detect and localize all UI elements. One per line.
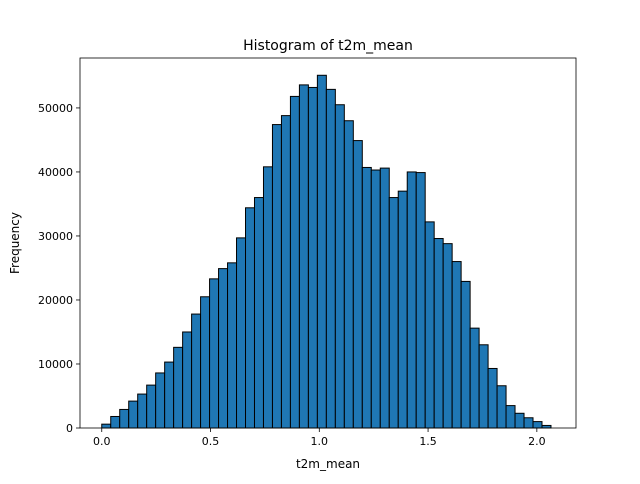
histogram-bar bbox=[424, 221, 435, 429]
histogram-bar bbox=[442, 243, 453, 429]
y-tick-label: 10000 bbox=[38, 358, 73, 371]
histogram-bar bbox=[209, 278, 220, 429]
histogram-bar bbox=[352, 140, 363, 429]
histogram-bar bbox=[487, 367, 498, 429]
histogram-bar bbox=[119, 408, 130, 429]
x-ticks-group: 0.0 0.5 1.0 1.5 2.0 bbox=[93, 428, 546, 448]
histogram-bar bbox=[289, 95, 300, 429]
plot-frame bbox=[79, 57, 577, 429]
chart-title: Histogram of t2m_mean bbox=[243, 38, 413, 54]
y-tick-label: 0 bbox=[66, 422, 73, 435]
y-tick-label: 30000 bbox=[38, 230, 73, 243]
histogram-bar bbox=[379, 167, 390, 429]
histogram-bar bbox=[155, 372, 166, 429]
y-tick-label: 50000 bbox=[38, 102, 73, 115]
histogram-bar bbox=[173, 346, 184, 429]
histogram-bar bbox=[218, 268, 229, 429]
histogram-bar bbox=[505, 405, 516, 429]
histogram-bar bbox=[182, 331, 193, 429]
histogram-bar bbox=[280, 115, 291, 429]
histogram-bar bbox=[236, 237, 247, 429]
histogram-bar bbox=[397, 190, 408, 429]
histogram-bar bbox=[262, 166, 273, 429]
y-ticks-group: 0 10000 20000 30000 40000 50000 bbox=[38, 102, 80, 435]
histogram-bar bbox=[478, 344, 489, 429]
histogram-bar bbox=[137, 393, 148, 429]
y-axis-label: Frequency bbox=[8, 212, 22, 274]
histogram-bar bbox=[101, 423, 112, 429]
histogram-bar bbox=[433, 238, 444, 429]
histogram-bar bbox=[514, 412, 525, 429]
histogram-bar bbox=[227, 262, 238, 429]
x-tick-label: 2.0 bbox=[528, 435, 546, 448]
histogram-bar bbox=[343, 120, 354, 429]
histogram-bar bbox=[523, 417, 534, 429]
histogram-bar bbox=[370, 169, 381, 429]
x-tick-label: 1.5 bbox=[419, 435, 437, 448]
histogram-bar bbox=[388, 197, 399, 429]
histogram-bar bbox=[271, 124, 282, 429]
histogram-bar bbox=[469, 327, 480, 429]
histogram-bar bbox=[316, 74, 327, 429]
histogram-bar bbox=[128, 400, 139, 429]
histogram-bar bbox=[361, 166, 372, 429]
histogram-bar bbox=[460, 280, 471, 429]
x-axis-label: t2m_mean bbox=[296, 457, 360, 471]
histogram-bar bbox=[298, 84, 309, 429]
histogram-bar bbox=[200, 296, 211, 429]
x-tick-label: 1.0 bbox=[311, 435, 329, 448]
histogram-bar bbox=[110, 415, 121, 429]
histogram-bar bbox=[253, 197, 264, 429]
histogram-bar bbox=[245, 207, 255, 429]
histogram-bar bbox=[406, 171, 417, 429]
y-tick-label: 20000 bbox=[38, 294, 73, 307]
x-tick-label: 0.5 bbox=[202, 435, 220, 448]
x-tick-label: 0.0 bbox=[93, 435, 111, 448]
histogram-bar bbox=[191, 313, 202, 429]
histogram-bar bbox=[164, 361, 175, 429]
histogram-bar bbox=[307, 86, 318, 429]
histogram-bar bbox=[325, 88, 336, 429]
histogram-bar bbox=[415, 172, 426, 429]
histogram-bar bbox=[496, 385, 507, 429]
y-tick-label: 40000 bbox=[38, 166, 73, 179]
histogram-bar bbox=[451, 261, 462, 429]
histogram-bar bbox=[146, 384, 157, 429]
histogram-bar bbox=[334, 104, 345, 429]
histogram-bar bbox=[532, 421, 543, 429]
